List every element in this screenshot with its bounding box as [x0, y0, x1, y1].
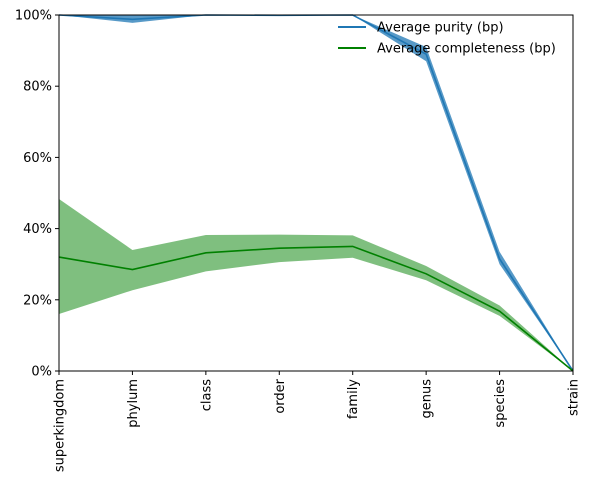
legend-label-2: Average completeness (bp) [377, 42, 556, 57]
x-tick-label: strain [567, 379, 582, 416]
y-tick-label: 40% [23, 222, 52, 237]
series-1-line [58, 14, 574, 372]
series-2-band [59, 199, 573, 371]
y-tick-label: 60% [23, 151, 52, 166]
x-tick-label: class [199, 379, 214, 411]
y-tick-label: 20% [23, 293, 52, 308]
legend: Average purity (bp) Average completeness … [338, 21, 556, 57]
plot-frame [58, 14, 574, 372]
x-tick-label: genus [420, 379, 435, 419]
y-axis: 0% 20% 40% 60% 80% 100% [15, 9, 59, 380]
x-tick-label: superkingdom [53, 379, 68, 472]
x-axis: superkingdom phylum class order family genus s… [53, 371, 582, 472]
series-lines [58, 14, 574, 372]
confidence-bands [59, 15, 573, 371]
x-tick-label: phylum [126, 379, 141, 428]
y-tick-label: 100% [15, 9, 52, 24]
y-tick-label: 80% [23, 80, 52, 95]
x-tick-label: order [273, 378, 288, 413]
x-tick-label: species [493, 379, 508, 428]
x-tick-label: family [346, 379, 361, 419]
series-1-band [59, 15, 573, 371]
legend-label-1: Average purity (bp) [377, 21, 504, 36]
y-tick-label: 0% [31, 365, 52, 380]
series-2-line [58, 245, 574, 372]
